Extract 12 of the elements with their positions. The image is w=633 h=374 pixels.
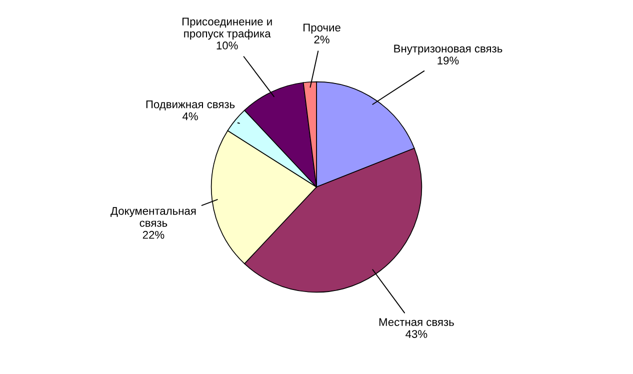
data-label: 2% bbox=[314, 36, 330, 44]
data-label: 10% bbox=[216, 42, 238, 50]
data-label: 4% bbox=[182, 112, 198, 120]
slice-label: Документальная связь bbox=[110, 207, 196, 227]
slice-label: Присоединение и пропуск трафика bbox=[182, 18, 272, 40]
slice-label: Внутризоновая связь bbox=[394, 44, 502, 55]
data-label: 19% bbox=[438, 56, 459, 64]
slice-label: Подвижная связь bbox=[146, 100, 235, 110]
slice-label: Местная связь bbox=[379, 318, 454, 326]
data-label: 22% bbox=[142, 230, 164, 239]
data-label: 43% bbox=[406, 330, 428, 338]
slice-label: Прочие bbox=[304, 24, 340, 34]
